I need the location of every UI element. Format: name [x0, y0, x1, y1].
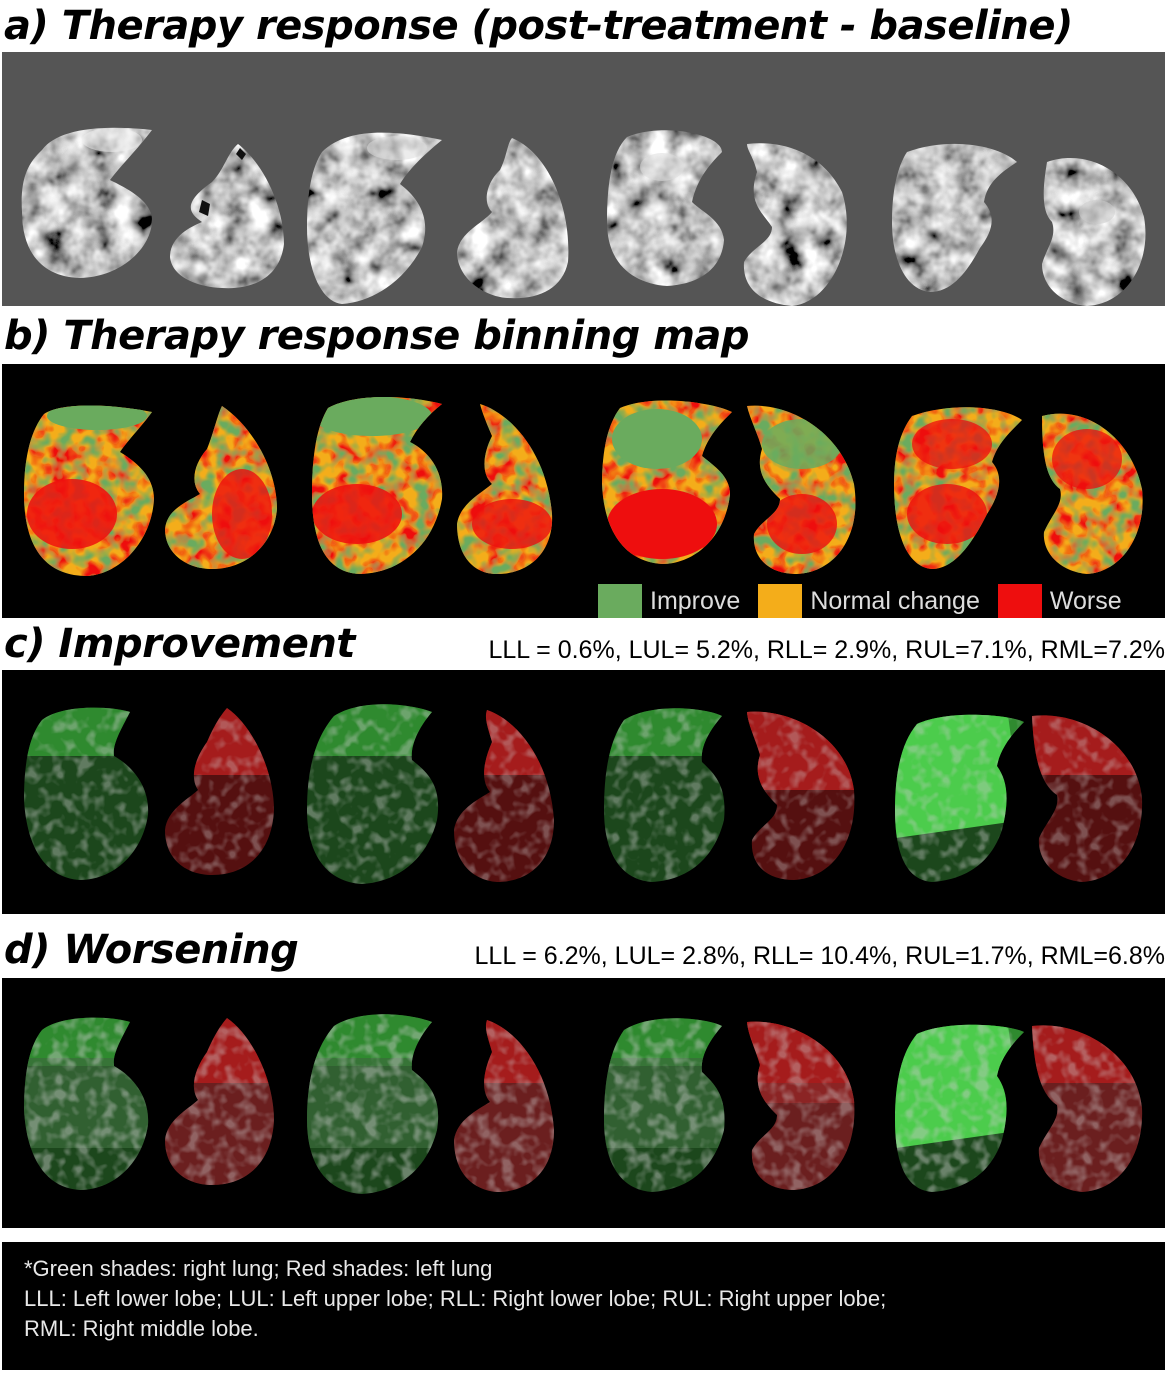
legend-swatch-improve — [598, 584, 642, 618]
binning-legend: Improve Normal change Worse — [598, 584, 1122, 618]
legend-label-normal-change: Normal change — [810, 587, 980, 615]
ct-difference-image-panel — [2, 52, 1165, 306]
panel-a-title: a) Therapy response (post-treatment - ba… — [4, 3, 1073, 49]
footnote-abbreviations: LLL: Left lower lobe; LUL: Left upper lo… — [24, 1286, 887, 1311]
binning-map-panel: Improve Normal change Worse — [2, 364, 1165, 618]
panel-c-title: c) Improvement — [4, 621, 355, 667]
right-lung-lobes — [24, 704, 1024, 884]
panel-d-title: d) Worsening — [4, 927, 299, 973]
footnote-box: *Green shades: right lung; Red shades: l… — [2, 1242, 1165, 1370]
legend-label-worse: Worse — [1049, 587, 1122, 615]
improvement-map-panel — [2, 670, 1165, 914]
panel-b-title: b) Therapy response binning map — [4, 313, 750, 359]
ct-dark-spots — [199, 148, 246, 216]
legend-label-improve: Improve — [650, 587, 741, 615]
footnote-abbreviations-cont: RML: Right middle lobe. — [24, 1316, 259, 1341]
worsening-map-panel — [2, 978, 1165, 1228]
legend-swatch-worse — [997, 584, 1042, 618]
footnote-color-key: *Green shades: right lung; Red shades: l… — [24, 1256, 493, 1281]
panel-c-stats: LLL = 0.6%, LUL= 5.2%, RLL= 2.9%, RUL=7.… — [488, 636, 1165, 664]
ct-bright-regions — [82, 128, 1115, 224]
binned-lung-sections — [24, 397, 1143, 576]
panel-d-stats: LLL = 6.2%, LUL= 2.8%, RLL= 10.4%, RUL=1… — [474, 942, 1165, 970]
right-lung-lobes — [24, 1014, 1024, 1194]
legend-swatch-normal-change — [758, 584, 803, 618]
